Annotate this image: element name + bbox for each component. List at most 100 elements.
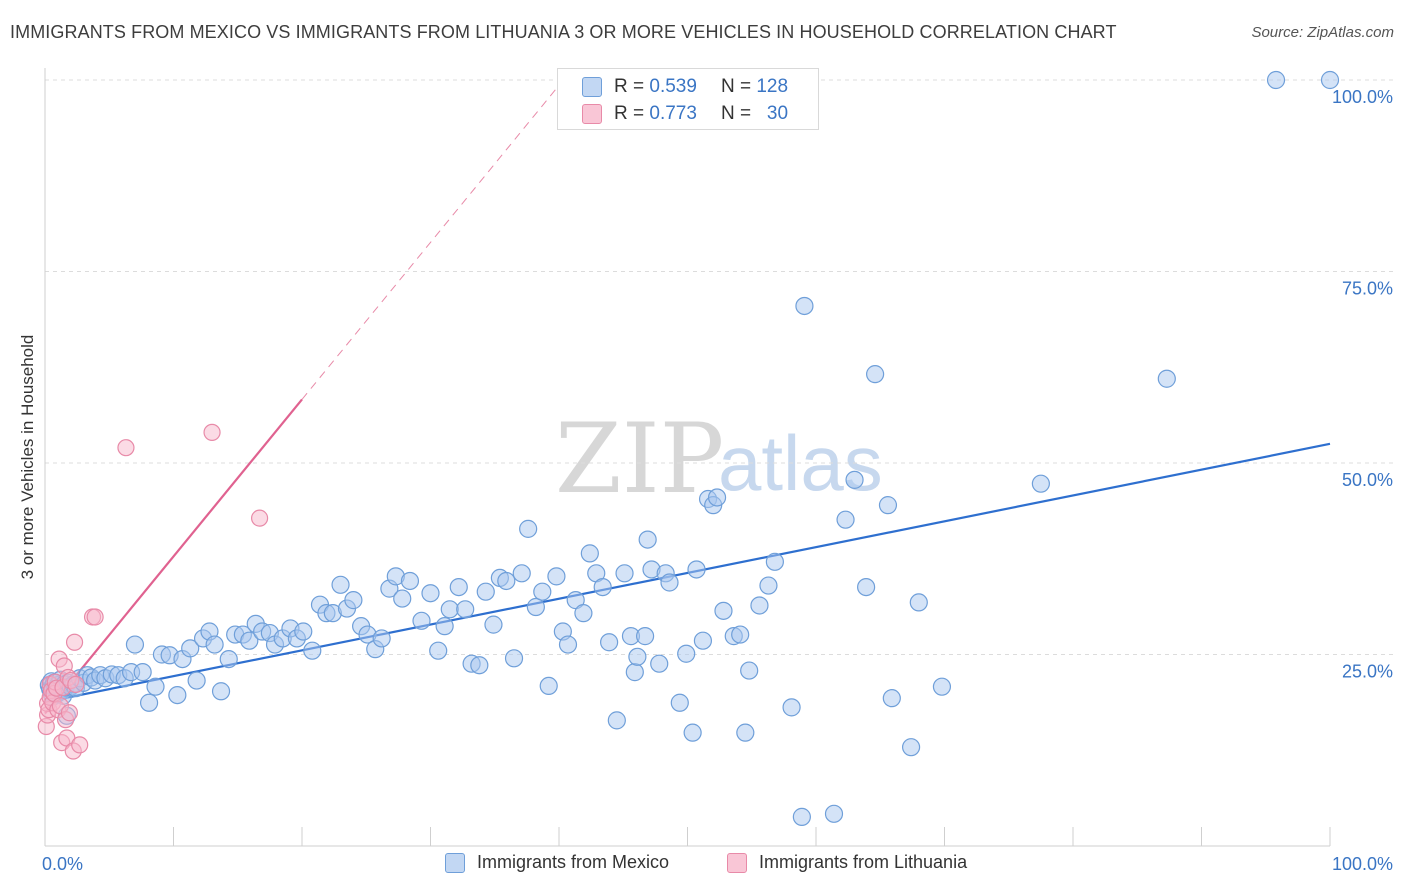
point-mexico bbox=[512, 564, 531, 583]
point-lithuania bbox=[60, 704, 79, 722]
point-mexico bbox=[421, 584, 440, 603]
point-lithuania bbox=[203, 423, 221, 441]
point-mexico bbox=[470, 656, 489, 675]
bottom-legend-label-mexico: Immigrants from Mexico bbox=[477, 852, 670, 872]
point-mexico bbox=[205, 635, 224, 654]
point-mexico bbox=[294, 622, 313, 641]
point-mexico bbox=[372, 629, 391, 648]
legend-n-label: N = bbox=[720, 103, 752, 124]
point-mexico bbox=[607, 711, 626, 730]
y-tick-label: 75.0% bbox=[1342, 279, 1393, 299]
point-mexico bbox=[765, 552, 784, 571]
point-mexico bbox=[677, 644, 696, 663]
point-mexico bbox=[456, 600, 475, 619]
point-mexico bbox=[795, 296, 814, 316]
legend-r-label: R = bbox=[614, 76, 645, 97]
legend-row-mexico: R = 0.539 N = 128 bbox=[582, 75, 788, 99]
bottom-legend-swatch-mexico bbox=[445, 852, 465, 873]
point-mexico bbox=[707, 488, 727, 507]
point-mexico bbox=[539, 676, 558, 696]
point-mexico bbox=[836, 510, 855, 529]
point-mexico bbox=[593, 577, 612, 597]
point-lithuania bbox=[86, 608, 104, 626]
point-mexico bbox=[1320, 70, 1340, 90]
point-mexico bbox=[211, 682, 231, 701]
point-mexico bbox=[670, 693, 689, 712]
point-mexico bbox=[1266, 70, 1286, 90]
gridlines bbox=[45, 79, 1395, 655]
point-lithuania bbox=[71, 736, 89, 754]
point-mexico bbox=[909, 593, 928, 612]
point-mexico bbox=[497, 571, 516, 591]
correlation-legend: R = 0.539 N = 128 R = 0.773 N = 30 bbox=[557, 68, 819, 130]
point-mexico bbox=[866, 365, 885, 384]
bottom-legend-swatch-lithuania bbox=[727, 852, 747, 873]
point-mexico bbox=[240, 631, 259, 650]
legend-r-label: R = bbox=[614, 103, 645, 124]
point-mexico bbox=[693, 631, 713, 650]
point-mexico bbox=[740, 661, 759, 680]
point-mexico bbox=[331, 575, 350, 594]
point-mexico bbox=[1031, 474, 1050, 493]
trend-line-lithuania bbox=[44, 398, 303, 715]
point-mexico bbox=[574, 604, 593, 623]
x-tick-marks bbox=[44, 827, 1331, 846]
point-lithuania bbox=[250, 509, 269, 527]
point-mexico bbox=[615, 564, 634, 583]
point-lithuania bbox=[65, 633, 84, 651]
point-mexico bbox=[1157, 369, 1176, 388]
point-mexico bbox=[303, 641, 322, 660]
point-mexico bbox=[759, 576, 778, 595]
y-tick-labels: 25.0% 50.0% 75.0% 100.0% bbox=[1332, 87, 1393, 682]
point-mexico bbox=[187, 671, 206, 690]
point-mexico bbox=[660, 573, 679, 592]
point-mexico bbox=[638, 530, 657, 549]
series-mexico-points bbox=[39, 70, 1340, 826]
watermark-zip: ZIP bbox=[555, 403, 724, 515]
point-mexico bbox=[181, 639, 200, 658]
bottom-legend-lithuania: Immigrants from Lithuania bbox=[727, 852, 967, 873]
point-mexico bbox=[845, 470, 864, 489]
point-mexico bbox=[400, 571, 420, 591]
point-mexico bbox=[125, 635, 145, 654]
point-mexico bbox=[344, 591, 363, 610]
point-mexico bbox=[731, 625, 750, 644]
legend-swatch-mexico bbox=[582, 77, 602, 97]
point-mexico bbox=[533, 582, 552, 601]
legend-n-lithuania: 30 bbox=[766, 103, 789, 124]
point-mexico bbox=[146, 677, 165, 696]
point-mexico bbox=[750, 596, 769, 615]
point-mexico bbox=[878, 496, 898, 515]
point-mexico bbox=[714, 601, 733, 620]
point-mexico bbox=[628, 647, 647, 666]
point-mexico bbox=[736, 723, 755, 742]
bottom-legend-mexico: Immigrants from Mexico bbox=[445, 852, 669, 873]
trend-line-mexico bbox=[44, 442, 1331, 704]
point-mexico bbox=[683, 723, 702, 742]
y-tick-label: 25.0% bbox=[1342, 662, 1393, 682]
legend-row-lithuania: R = 0.773 N = 30 bbox=[582, 102, 788, 126]
point-mexico bbox=[782, 698, 801, 717]
point-mexico bbox=[600, 633, 619, 652]
point-mexico bbox=[168, 685, 187, 705]
chart-title: IMMIGRANTS FROM MEXICO VS IMMIGRANTS FRO… bbox=[10, 22, 1117, 42]
x-tick-labels: 0.0% 100.0% bbox=[42, 854, 1393, 874]
trend-extension-lithuania bbox=[301, 79, 564, 400]
trend-lines bbox=[44, 79, 1331, 715]
point-mexico bbox=[857, 577, 876, 597]
point-mexico bbox=[558, 635, 578, 654]
x-tick-label: 100.0% bbox=[1332, 854, 1393, 874]
point-mexico bbox=[901, 738, 921, 757]
point-lithuania bbox=[67, 675, 85, 693]
point-mexico bbox=[526, 597, 545, 617]
point-mexico bbox=[476, 582, 495, 601]
point-mexico bbox=[412, 611, 431, 630]
point-mexico bbox=[932, 677, 952, 696]
point-mexico bbox=[580, 544, 599, 563]
point-mexico bbox=[882, 689, 901, 708]
point-mexico bbox=[635, 627, 655, 646]
legend-r-lithuania: 0.773 bbox=[649, 103, 697, 124]
source-label: Source: ZipAtlas.com bbox=[1251, 24, 1394, 41]
x-tick-label: 0.0% bbox=[42, 854, 83, 874]
